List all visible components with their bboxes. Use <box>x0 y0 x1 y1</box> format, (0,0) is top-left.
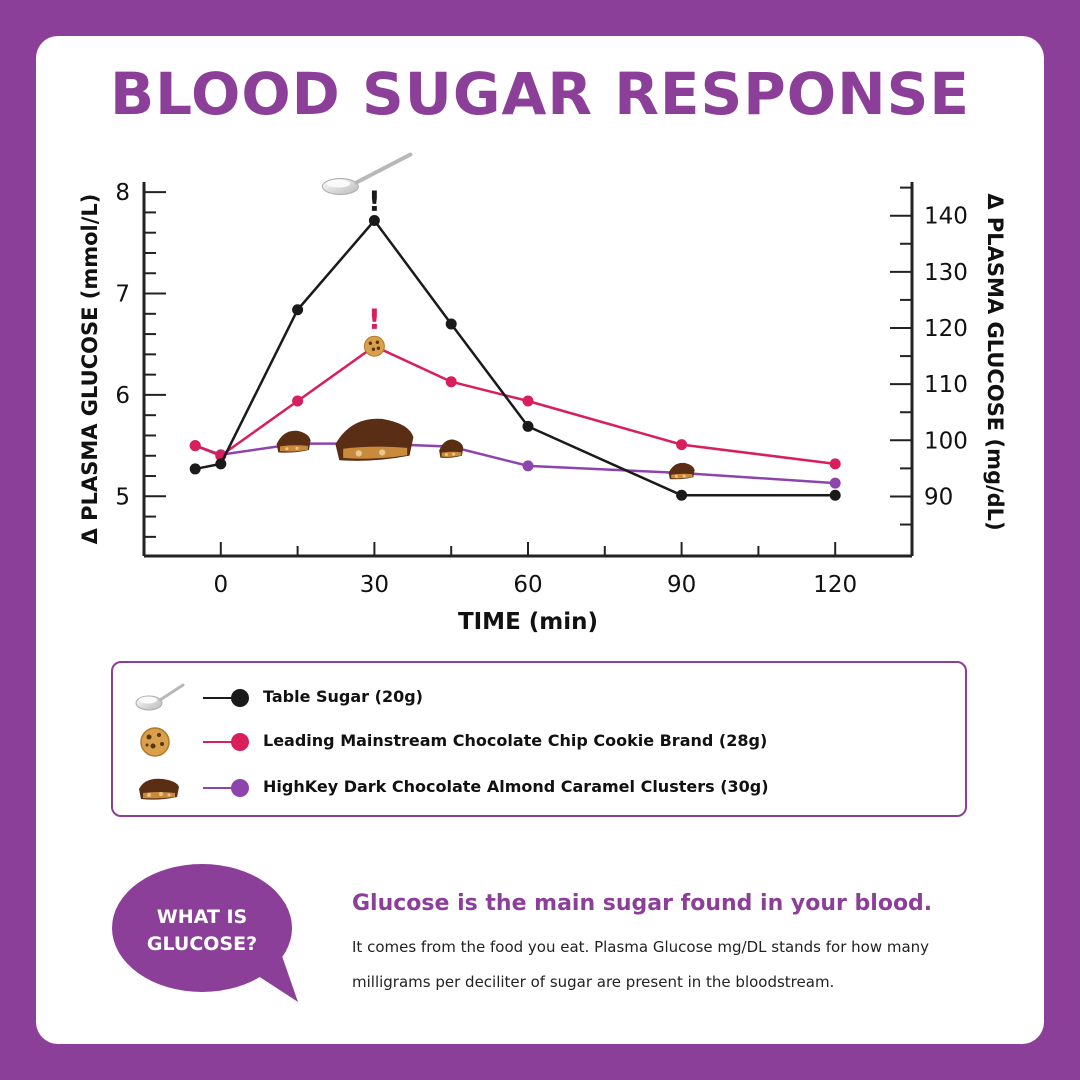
x-tick-label: 30 <box>360 572 389 598</box>
series-line-0 <box>194 218 836 497</box>
legend-item-cookie: Leading Mainstream Chocolate Chip Cookie… <box>113 725 965 759</box>
series-point-1 <box>522 395 534 407</box>
series-point-1 <box>676 439 688 451</box>
bubble-line-2: GLUCOSE? <box>146 933 258 955</box>
y-left-tick-label: 7 <box>115 282 130 308</box>
y-axis-label-left: Δ PLASMA GLUCOSE (mmol/L) <box>78 194 102 545</box>
y-left-tick-label: 5 <box>115 484 130 510</box>
series-point-2 <box>522 460 534 472</box>
series-point-0 <box>522 420 534 432</box>
series-point-0 <box>368 215 380 227</box>
legend-item-table-sugar: Table Sugar (20g) <box>113 681 965 715</box>
legend-marker-highkey <box>231 779 249 797</box>
legend-marker-cookie <box>231 733 249 751</box>
series-point-1 <box>292 395 304 407</box>
info-body: It comes from the food you eat. Plasma G… <box>352 938 930 991</box>
series-point-0 <box>215 458 227 470</box>
series-point-1 <box>189 440 201 452</box>
annotation-1: ! <box>368 302 381 335</box>
series-point-0 <box>445 318 457 330</box>
legend-label-cookie: Leading Mainstream Chocolate Chip Cookie… <box>263 731 768 750</box>
x-tick-label: 0 <box>213 572 228 598</box>
series-point-1 <box>829 458 841 470</box>
series-line-2 <box>194 442 836 485</box>
series-point-0 <box>189 463 201 475</box>
chocolate-cluster-icon <box>139 778 179 800</box>
y-left-tick-label: 8 <box>115 180 130 206</box>
page-title: BLOOD SUGAR RESPONSE <box>109 60 971 128</box>
cookie-icon <box>140 727 170 757</box>
legend-line-table-sugar <box>203 697 239 699</box>
x-tick-label: 60 <box>513 572 542 598</box>
series-point-2 <box>829 477 841 489</box>
speech-bubble-icon <box>112 864 298 1002</box>
chart-legend: Table Sugar (20g) Leading Mainstream Cho… <box>111 661 967 817</box>
y-right-tick-label: 120 <box>924 316 968 342</box>
legend-label-highkey: HighKey Dark Chocolate Almond Caramel Cl… <box>263 777 769 796</box>
legend-marker-table-sugar <box>231 689 249 707</box>
y-right-tick-label: 100 <box>924 428 968 454</box>
series-point-0 <box>292 304 304 316</box>
bubble-line-1: WHAT IS <box>156 906 248 928</box>
x-tick-label: 120 <box>813 572 857 598</box>
legend-item-highkey: HighKey Dark Chocolate Almond Caramel Cl… <box>113 771 965 805</box>
y-left-tick-label: 6 <box>115 383 130 409</box>
annotation-0: ! <box>368 185 381 218</box>
legend-line-cookie <box>203 741 239 743</box>
chocolate-cluster-icon <box>439 439 464 458</box>
what-is-glucose-bubble: WHAT IS GLUCOSE? <box>112 864 312 1004</box>
legend-line-highkey <box>203 787 239 789</box>
chocolate-cluster-icon <box>335 418 414 461</box>
x-axis-label: TIME (min) <box>458 609 598 635</box>
series-point-1 <box>445 376 457 388</box>
series-point-0 <box>676 489 688 501</box>
legend-label-table-sugar: Table Sugar (20g) <box>263 687 423 706</box>
y-right-tick-label: 90 <box>924 484 953 510</box>
y-right-tick-label: 110 <box>924 372 968 398</box>
series-line-1 <box>194 344 836 466</box>
spoon-icon <box>135 683 185 711</box>
chocolate-cluster-icon <box>668 462 695 480</box>
y-right-tick-label: 140 <box>924 204 968 230</box>
chocolate-cluster-icon <box>276 430 311 453</box>
spoon-icon <box>321 152 413 196</box>
y-axis-label-right: Δ PLASMA GLUCOSE (mg/dL) <box>983 193 1007 530</box>
info-heading: Glucose is the main sugar found in your … <box>352 891 933 916</box>
series-point-0 <box>829 489 841 501</box>
glucose-chart: 5 6 7 8 90 100 110 120 130 140 0 30 60 90 120 !! Δ PLA… <box>78 152 1007 635</box>
cookie-icon <box>363 335 385 357</box>
y-right-tick-label: 130 <box>924 260 968 286</box>
x-tick-label: 90 <box>667 572 696 598</box>
